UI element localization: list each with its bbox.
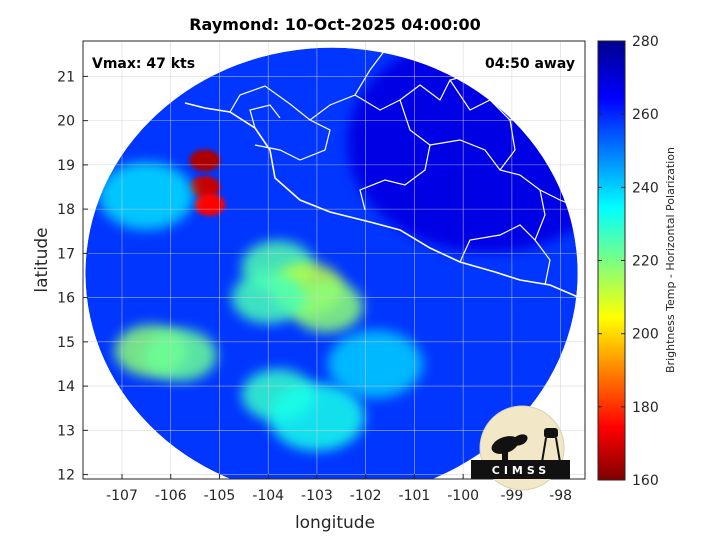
brightness-feature-2 [194,193,226,216]
x-axis-ticks: -107 -106 -105 -104 -103 -102 -101 -100 -99 -98 [106,474,572,504]
y-tick-label: 16 [57,291,75,307]
colorbar-tick-label: 240 [632,180,659,196]
chart-title: Raymond: 10-Oct-2025 04:00:00 [189,15,481,34]
y-tick-label: 17 [57,246,75,262]
y-axis-ticks: 12 13 14 15 16 17 18 19 20 21 [57,69,88,484]
brightness-feature-5 [290,280,364,333]
colorbar-tick-label: 260 [632,107,659,123]
cimss-logo: CIMSS [471,405,570,491]
satellite-dish-icon [491,434,528,462]
colorbar-tick-label: 180 [632,400,659,416]
brightness-feature-0 [189,149,221,172]
colorbar-label: Brightness Temp - Horizontal Polarizatio… [664,147,677,373]
vmax-annotation: Vmax: 47 kts [92,56,195,72]
brightness-feature-8 [144,329,217,382]
colorbar [597,40,626,481]
x-tick-label: -107 [106,488,138,504]
coastline-borders [184,41,585,301]
colorbar-ticks: 160 180 200 220 240 260 280 [598,34,659,489]
y-tick-label: 19 [57,158,75,174]
x-tick-label: -100 [447,488,479,504]
y-tick-label: 15 [57,335,75,351]
x-tick-label: -103 [301,488,333,504]
colorbar-tick-label: 160 [632,473,659,489]
plot-frame [82,40,586,480]
x-tick-label: -104 [252,488,284,504]
y-tick-label: 14 [57,379,75,395]
x-tick-label: -102 [350,488,382,504]
colorbar-tick-label: 220 [632,254,659,270]
x-tick-label: -99 [500,488,523,504]
x-tick-label: -105 [204,488,236,504]
x-tick-label: -101 [399,488,431,504]
x-tick-label: -98 [549,488,572,504]
y-tick-label: 18 [57,202,75,218]
y-tick-label: 20 [57,114,75,130]
brightness-feature-1 [189,176,221,198]
logo-text: CIMSS [492,464,550,477]
colorbar-tick-label: 200 [632,327,659,343]
grid [83,41,585,479]
time-away-annotation: 04:50 away [485,56,575,72]
y-axis-label: latitude [32,227,52,292]
brightness-feature-12 [327,329,424,398]
water-tower-icon [541,428,561,463]
y-tick-label: 13 [57,423,75,439]
y-tick-label: 21 [57,69,75,85]
colorbar-tick-label: 280 [632,34,659,50]
brightness-feature-11 [98,161,194,230]
x-axis-label: longitude [295,513,375,533]
x-tick-label: -106 [155,488,187,504]
y-tick-label: 12 [57,468,75,484]
